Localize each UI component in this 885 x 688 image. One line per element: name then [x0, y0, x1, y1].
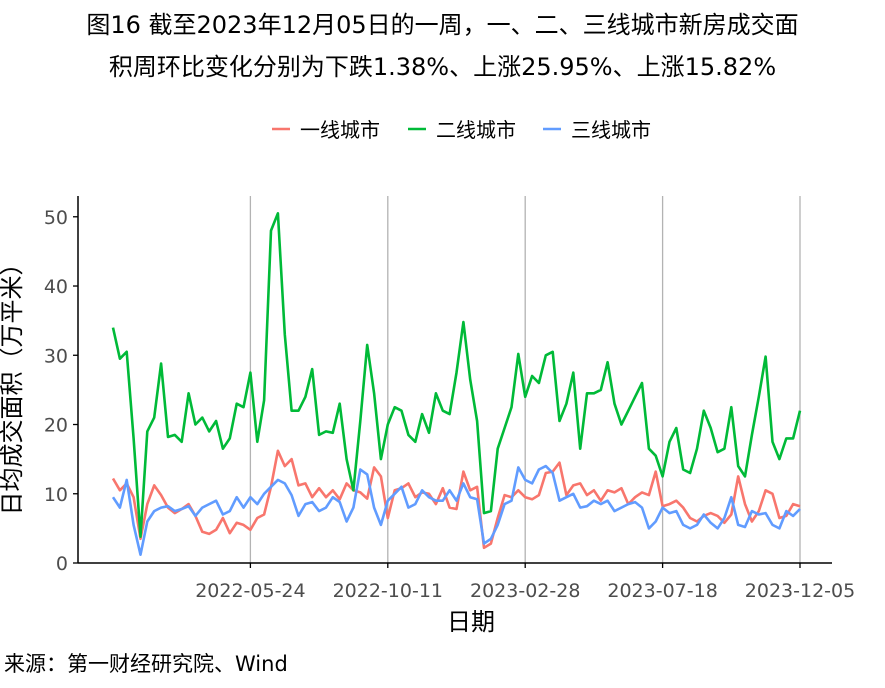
chart-title: 图16 截至2023年12月05日的一周，一、二、三线城市新房成交面 积周环比变… — [0, 4, 885, 88]
x-tick-label-2: 2023-02-28 — [470, 580, 580, 602]
series-line-3 — [111, 464, 801, 557]
x-axis-title: 日期 — [447, 608, 495, 636]
source-note: 来源：第一财经研究院、Wind — [4, 652, 288, 676]
title-line-2: 积周环比变化分别为下跌1.38%、上涨25.95%、上涨15.82% — [108, 53, 777, 81]
legend-label-3: 三线城市 — [571, 118, 651, 142]
x-tick-label-3: 2023-07-18 — [607, 580, 717, 602]
x-tick-label-0: 2022-05-24 — [195, 580, 305, 602]
y-tick-label-40: 40 — [44, 276, 68, 298]
legend-label-1: 一线城市 — [300, 118, 380, 142]
series-line-2 — [111, 212, 802, 539]
y-tick-label-0: 0 — [56, 553, 68, 575]
x-tick-label-4: 2023-12-05 — [745, 580, 855, 602]
x-tick-label-1: 2022-10-11 — [333, 580, 443, 602]
y-tick-label-10: 10 — [44, 484, 68, 506]
y-tick-label-20: 20 — [44, 415, 68, 437]
y-axis-title: 日均成交面积（万平米） — [0, 252, 26, 516]
title-line-1: 图16 截至2023年12月05日的一周，一、二、三线城市新房成交面 — [86, 11, 799, 39]
y-tick-label-50: 50 — [44, 207, 68, 229]
series-line-1 — [111, 449, 801, 550]
legend-label-2: 二线城市 — [436, 118, 516, 142]
y-tick-label-30: 30 — [44, 345, 68, 367]
